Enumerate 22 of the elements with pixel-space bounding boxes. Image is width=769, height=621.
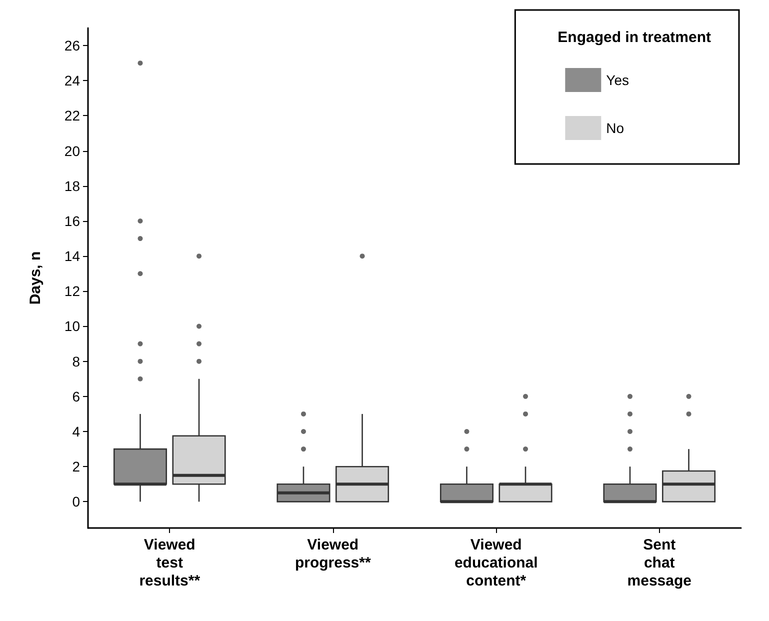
y-tick-label: 10 — [64, 318, 80, 334]
y-tick-label: 4 — [72, 424, 80, 440]
legend-title: Engaged in treatment — [558, 29, 712, 46]
y-tick-label: 22 — [64, 108, 80, 124]
y-tick-label: 0 — [72, 494, 80, 510]
y-tick-label: 18 — [64, 178, 80, 194]
x-tick-label: Viewed progress** — [294, 536, 371, 572]
y-tick-label: 26 — [64, 38, 80, 54]
y-tick-label: 12 — [64, 283, 80, 300]
legend-label: Yes — [606, 72, 630, 88]
y-tick-label: 8 — [72, 353, 80, 370]
y-axis-title: Days, n — [27, 251, 44, 305]
y-tick-label: 6 — [72, 388, 80, 404]
y-tick-label: 16 — [64, 212, 80, 229]
x-tick-label: Viewed test results** — [139, 536, 200, 590]
y-tick-label: 2 — [72, 458, 80, 475]
legend-label: No — [606, 120, 624, 136]
y-tick-label: 24 — [64, 72, 80, 89]
x-tick-label: Viewed educational content* — [454, 536, 538, 590]
y-tick-label: 14 — [64, 248, 80, 264]
y-tick-label: 20 — [64, 142, 80, 159]
x-tick-label: Sent chat message — [627, 536, 692, 590]
